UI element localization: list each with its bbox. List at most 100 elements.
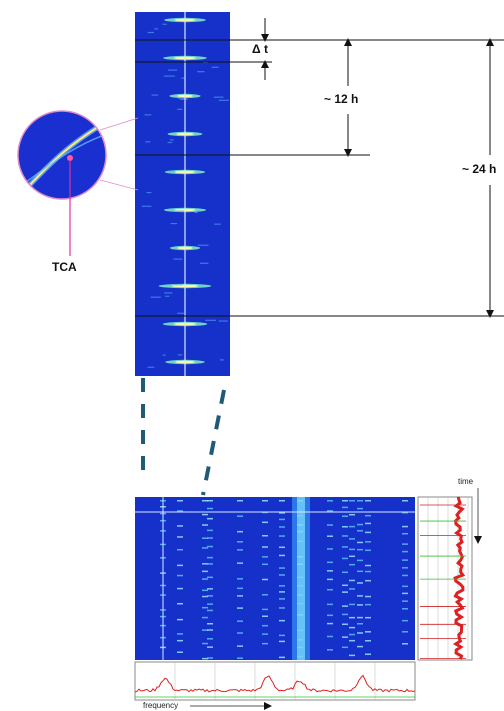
streak — [349, 604, 355, 606]
streak — [327, 500, 333, 502]
spectrogram-bottom — [135, 497, 415, 660]
streak — [237, 541, 243, 543]
streak — [177, 619, 183, 621]
streak — [262, 633, 268, 635]
streak — [342, 507, 348, 509]
streak — [279, 567, 285, 569]
streak — [177, 575, 183, 577]
noise — [145, 141, 150, 142]
streak — [402, 593, 408, 595]
streak — [402, 608, 408, 610]
streak — [402, 559, 408, 561]
streak — [365, 532, 371, 534]
streak — [262, 625, 268, 627]
noise — [197, 71, 204, 72]
streak — [327, 535, 333, 537]
streak — [202, 590, 208, 592]
streak — [207, 646, 213, 648]
streak — [357, 617, 363, 619]
noise — [177, 313, 184, 314]
streak — [327, 589, 333, 591]
streak — [237, 531, 243, 533]
streak — [207, 629, 213, 631]
streak — [177, 640, 183, 642]
streak — [327, 570, 333, 572]
connector — [100, 118, 138, 130]
streak — [279, 607, 285, 609]
streak — [207, 530, 213, 532]
streak — [262, 643, 268, 645]
band — [297, 497, 305, 660]
noise — [148, 367, 155, 368]
streak — [357, 582, 363, 584]
streak — [327, 615, 333, 617]
noise — [147, 192, 152, 193]
streak — [279, 591, 285, 593]
page: {"labels": {"delta_t": "Δ t", "half_day"… — [0, 0, 504, 711]
streak — [365, 571, 371, 573]
noise — [165, 296, 169, 297]
half-day-label: ~ 12 h — [324, 92, 358, 106]
streak — [365, 580, 371, 582]
noise — [148, 32, 154, 33]
streak — [202, 617, 208, 619]
streak — [349, 549, 355, 551]
streak — [279, 555, 285, 557]
noise — [178, 354, 183, 355]
streak — [357, 508, 363, 510]
streak — [237, 515, 243, 517]
streak — [349, 564, 355, 566]
streak — [237, 578, 243, 580]
streak — [279, 547, 285, 549]
tca-label: TCA — [52, 260, 77, 274]
streak — [349, 640, 355, 642]
noise — [164, 75, 175, 76]
streak — [202, 524, 208, 526]
streak — [207, 546, 213, 548]
noise — [212, 67, 219, 68]
noise — [219, 100, 229, 101]
streak — [207, 623, 213, 625]
streak — [202, 578, 208, 580]
streak — [207, 508, 213, 510]
streak — [349, 588, 355, 590]
streak — [349, 617, 355, 619]
streak — [365, 631, 371, 633]
streak — [207, 563, 213, 565]
streak — [279, 635, 285, 637]
streak — [342, 614, 348, 616]
streak — [327, 623, 333, 625]
noise — [214, 97, 224, 98]
frequency-panel — [135, 662, 415, 700]
streak — [279, 519, 285, 521]
streak — [237, 620, 243, 622]
noise — [174, 284, 182, 285]
streak — [349, 634, 355, 636]
streak — [279, 526, 285, 528]
streak — [207, 595, 213, 597]
noise — [194, 212, 197, 213]
streak — [342, 624, 348, 626]
streak — [207, 603, 213, 605]
noise — [142, 206, 152, 207]
streak — [357, 549, 363, 551]
streak — [402, 500, 408, 502]
streak — [357, 632, 363, 634]
frequency-label: frequency — [143, 701, 178, 710]
streak — [177, 549, 183, 551]
streak — [342, 526, 348, 528]
streak — [327, 548, 333, 550]
noise — [168, 142, 173, 143]
noise — [162, 24, 166, 25]
streak — [349, 556, 355, 558]
streak — [207, 537, 213, 539]
streak — [342, 500, 348, 502]
streak — [327, 510, 333, 512]
streak — [262, 609, 268, 611]
connector — [100, 180, 138, 190]
streak — [177, 633, 183, 635]
streak — [237, 500, 243, 502]
streak — [357, 542, 363, 544]
streak — [402, 551, 408, 553]
streak — [279, 500, 285, 502]
